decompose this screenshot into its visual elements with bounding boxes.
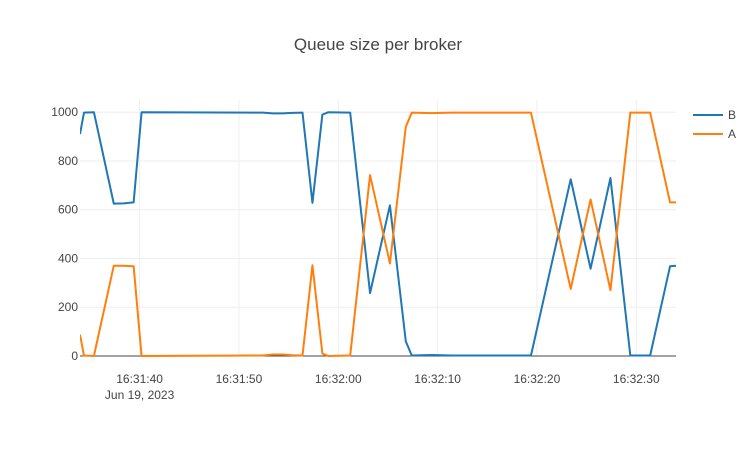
axes: 16:31:40 Jun 19, 2023 16:31:50 16:32:00 16:3… <box>51 105 660 402</box>
series-line-A[interactable] <box>80 111 676 357</box>
legend-label: A <box>728 127 736 141</box>
y-tick-label: 400 <box>58 251 78 265</box>
x-tick-label: 16:32:20 <box>514 372 561 386</box>
y-tick-label: 0 <box>71 349 78 363</box>
x-tick-label: 16:32:00 <box>315 372 362 386</box>
x-tick-label: 16:31:50 <box>216 372 263 386</box>
x-tick-label: 16:32:10 <box>414 372 461 386</box>
x-tick-date-label: Jun 19, 2023 <box>105 388 175 402</box>
legend-item-A[interactable]: A <box>693 127 736 141</box>
chart-title: Queue size per broker <box>294 35 463 54</box>
y-tick-label: 800 <box>58 154 78 168</box>
y-tick-label: 600 <box>58 203 78 217</box>
legend-item-B[interactable]: B <box>693 108 736 122</box>
legend[interactable]: BA <box>693 108 736 141</box>
grid <box>80 100 676 357</box>
legend-label: B <box>728 108 736 122</box>
plot-area[interactable] <box>80 111 676 357</box>
x-tick-label: 16:31:40 <box>116 372 163 386</box>
series-line-B[interactable] <box>80 111 676 357</box>
y-tick-label: 1000 <box>51 105 78 119</box>
x-tick-label: 16:32:30 <box>613 372 660 386</box>
y-tick-label: 200 <box>58 300 78 314</box>
